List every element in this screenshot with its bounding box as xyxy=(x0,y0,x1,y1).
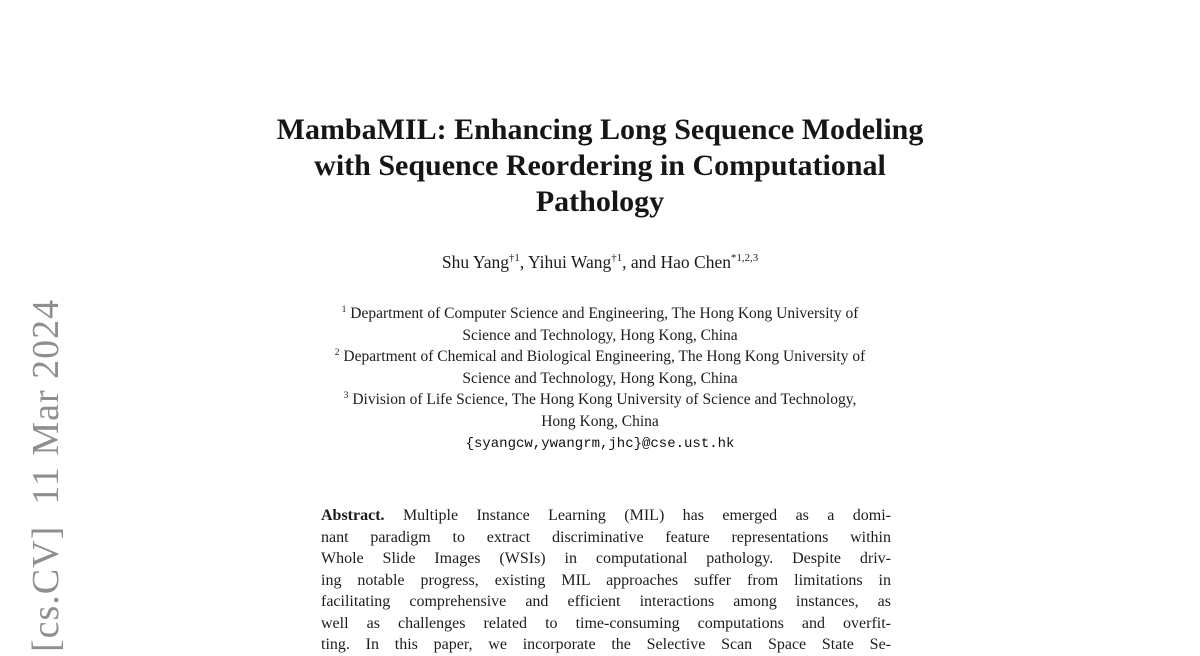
affiliation-1-line-1: 1 Department of Computer Science and Eng… xyxy=(0,303,1200,325)
author-2-name: Yihui Wang xyxy=(527,252,612,272)
affiliation-3-line-1: 3 Division of Life Science, The Hong Kon… xyxy=(0,389,1200,411)
author-separator: , and xyxy=(622,252,661,272)
contact-email: {syangcw,ywangrm,jhc}@cse.ust.hk xyxy=(465,436,735,452)
affiliation-2-text: Department of Chemical and Biological En… xyxy=(343,348,866,365)
author-3: Hao Chen*1,2,3 xyxy=(661,252,759,272)
affiliation-block: 1 Department of Computer Science and Eng… xyxy=(0,303,1200,456)
affiliation-1: 1 Department of Computer Science and Eng… xyxy=(0,303,1200,346)
affiliation-1-line-2: Science and Technology, Hong Kong, China xyxy=(462,326,738,344)
title-line-2: with Sequence Reordering in Computationa… xyxy=(314,149,886,182)
paper-title: MambaMIL: Enhancing Long Sequence Modeli… xyxy=(0,112,1200,220)
abstract-line-1: Abstract. Multiple Instance Learning (MI… xyxy=(321,505,891,527)
affiliation-2-line-2: Science and Technology, Hong Kong, China xyxy=(462,369,738,387)
abstract-label: Abstract. xyxy=(321,507,385,524)
affiliation-3-text: Division of Life Science, The Hong Kong … xyxy=(352,391,857,408)
author-1-superscript: †1 xyxy=(508,252,520,265)
abstract-line-7: ting. In this paper, we incorporate the … xyxy=(321,636,891,653)
affiliation-1-superscript: 1 xyxy=(341,303,347,315)
abstract-line-5: facilitating comprehensive and efficient… xyxy=(321,593,891,610)
author-separator: , xyxy=(519,252,528,272)
title-line-1: MambaMIL: Enhancing Long Sequence Modeli… xyxy=(276,113,924,146)
abstract-line-3: Whole Slide Images (WSIs) in computation… xyxy=(321,550,891,567)
affiliation-1-text: Department of Computer Science and Engin… xyxy=(350,305,859,322)
author-line: Shu Yang†1, Yihui Wang†1, and Hao Chen*1… xyxy=(0,252,1200,273)
abstract-line-6: well as challenges related to time-consu… xyxy=(321,614,891,632)
author-2: Yihui Wang†1, and xyxy=(528,252,661,272)
title-line-3: Pathology xyxy=(535,185,665,218)
affiliation-3: 3 Division of Life Science, The Hong Kon… xyxy=(0,389,1200,432)
author-3-name: Hao Chen xyxy=(660,252,732,272)
affiliation-3-line-2: Hong Kong, China xyxy=(541,412,659,430)
author-3-superscript: *1,2,3 xyxy=(731,252,759,265)
abstract-line-4: ing notable progress, existing MIL appro… xyxy=(321,571,891,589)
abstract-line-2: nant paradigm to extract discriminative … xyxy=(321,528,891,546)
affiliation-2-superscript: 2 xyxy=(334,346,340,358)
author-1-name: Shu Yang xyxy=(441,252,509,272)
author-2-superscript: †1 xyxy=(611,252,623,265)
author-1: Shu Yang†1, xyxy=(442,252,528,272)
affiliation-2-line-1: 2 Department of Chemical and Biological … xyxy=(0,346,1200,368)
affiliation-3-superscript: 3 xyxy=(343,389,349,401)
affiliation-2: 2 Department of Chemical and Biological … xyxy=(0,346,1200,389)
abstract-line-1-text: Multiple Instance Learning (MIL) has eme… xyxy=(402,507,892,524)
abstract-block: Abstract. Multiple Instance Learning (MI… xyxy=(321,505,891,656)
